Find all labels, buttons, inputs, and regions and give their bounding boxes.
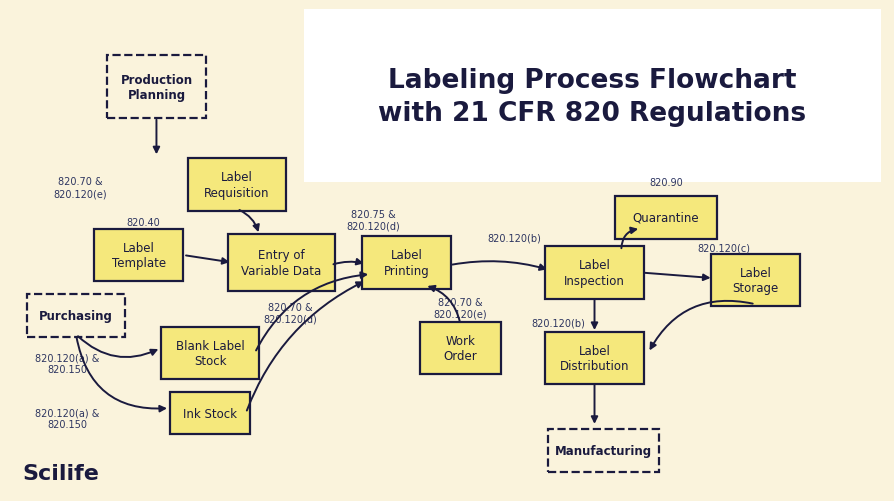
Text: Entry of
Variable Data: Entry of Variable Data: [241, 249, 322, 277]
Text: 820.120(b): 820.120(b): [487, 233, 541, 243]
Text: 820.120(a) &
820.150: 820.120(a) & 820.150: [35, 352, 99, 374]
FancyBboxPatch shape: [545, 246, 644, 299]
Text: Scilife: Scilife: [22, 463, 99, 483]
FancyArrowPatch shape: [154, 121, 159, 153]
FancyBboxPatch shape: [228, 234, 335, 292]
Text: 820.70 &
820.120(e): 820.70 & 820.120(e): [54, 177, 107, 199]
Text: Label
Distribution: Label Distribution: [560, 344, 629, 372]
Text: Ink Stock: Ink Stock: [183, 407, 237, 420]
FancyBboxPatch shape: [304, 10, 881, 183]
FancyArrowPatch shape: [256, 273, 366, 351]
Text: 820.70 &
820.120(e): 820.70 & 820.120(e): [434, 297, 487, 319]
Text: Blank Label
Stock: Blank Label Stock: [176, 339, 244, 367]
Text: Label
Requisition: Label Requisition: [204, 171, 270, 199]
FancyArrowPatch shape: [240, 210, 259, 231]
FancyArrowPatch shape: [186, 256, 228, 264]
FancyBboxPatch shape: [362, 237, 451, 289]
FancyArrowPatch shape: [247, 283, 362, 411]
Text: Labeling Process Flowchart
with 21 CFR 820 Regulations: Labeling Process Flowchart with 21 CFR 8…: [378, 68, 805, 127]
FancyArrowPatch shape: [592, 385, 597, 422]
Text: Label
Printing: Label Printing: [384, 249, 430, 277]
Text: 820.120(b): 820.120(b): [532, 318, 586, 328]
Text: 820.120(c): 820.120(c): [697, 243, 751, 253]
Text: 820.75 &
820.120(d): 820.75 & 820.120(d): [347, 209, 401, 231]
Text: Label
Storage: Label Storage: [732, 267, 779, 295]
FancyArrowPatch shape: [651, 301, 753, 349]
FancyBboxPatch shape: [27, 295, 125, 337]
Text: Quarantine: Quarantine: [633, 211, 699, 224]
FancyArrowPatch shape: [78, 337, 156, 357]
Text: 820.40: 820.40: [126, 218, 160, 228]
FancyArrowPatch shape: [621, 228, 637, 248]
Text: Production
Planning: Production Planning: [121, 74, 192, 102]
FancyArrowPatch shape: [645, 273, 708, 281]
FancyBboxPatch shape: [711, 255, 800, 307]
Text: 820.90: 820.90: [649, 178, 683, 188]
Text: Label
Template: Label Template: [112, 241, 165, 270]
FancyBboxPatch shape: [547, 430, 660, 472]
FancyArrowPatch shape: [333, 260, 362, 265]
FancyBboxPatch shape: [170, 392, 250, 434]
FancyBboxPatch shape: [94, 229, 183, 282]
Text: Manufacturing: Manufacturing: [555, 444, 652, 457]
FancyArrowPatch shape: [592, 300, 597, 328]
FancyArrowPatch shape: [429, 286, 460, 322]
FancyBboxPatch shape: [107, 56, 206, 119]
FancyBboxPatch shape: [545, 332, 644, 385]
Text: Work
Order: Work Order: [443, 334, 477, 362]
Text: 820.70 &
820.120(d): 820.70 & 820.120(d): [264, 302, 317, 324]
Text: 820.120(a) &
820.150: 820.120(a) & 820.150: [35, 407, 99, 429]
FancyArrowPatch shape: [77, 337, 164, 412]
FancyBboxPatch shape: [615, 197, 717, 239]
FancyBboxPatch shape: [188, 159, 286, 211]
FancyBboxPatch shape: [420, 322, 501, 375]
Text: Label
Inspection: Label Inspection: [564, 259, 625, 287]
FancyArrowPatch shape: [452, 262, 545, 271]
Text: Purchasing: Purchasing: [39, 309, 113, 322]
FancyBboxPatch shape: [161, 327, 259, 380]
